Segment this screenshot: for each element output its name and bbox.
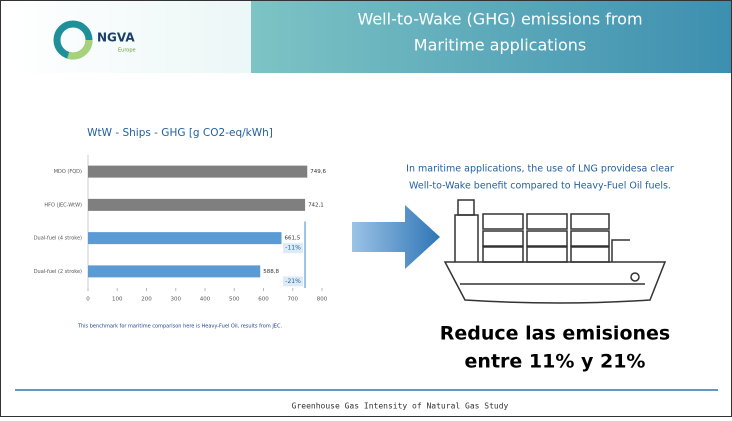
value-label: 661,5 [284,236,300,242]
x-tick-label: 600 [258,297,269,303]
y-tick-label: Dual-fuel (4 stroke) [34,236,82,242]
x-tick-label: 700 [288,297,299,303]
bar [88,232,281,244]
x-tick-label: 100 [112,297,123,303]
value-label: 742,1 [308,202,324,208]
highlight: entre 11% y 21% [465,351,646,373]
y-tick-label: HFO (JEC-WtW) [44,202,82,208]
logo-name: NGVA [97,31,135,45]
annotation: -11% [285,245,301,252]
x-tick-label: 300 [171,297,182,303]
y-tick-label: MDO (FQD) [54,169,82,175]
logo-sub: Europe [118,48,136,54]
y-tick-label: Dual-fuel (2 stroke) [34,269,82,275]
message: Well-to-Wake benefit compared to Heavy-F… [409,181,671,192]
x-tick-label: 0 [86,297,90,303]
slide-canvas: NGVA Europe Well-to-Wake (GHG) emissions… [0,0,732,417]
slide-title: Maritime applications [414,36,586,55]
bar [88,199,305,211]
slide-title: Well-to-Wake (GHG) emissions from [357,10,642,29]
x-tick-label: 200 [141,297,152,303]
value-label: 749,6 [310,169,326,175]
bar [88,265,260,277]
chart-title: WtW - Ships - GHG [g CO2-eq/kWh] [87,127,273,139]
x-tick-label: 800 [317,297,328,303]
bar [88,166,307,178]
footer: Greenhouse Gas Intensity of Natural Gas … [292,402,509,411]
x-tick-label: 500 [229,297,240,303]
slide: NGVA Europe Well-to-Wake (GHG) emissions… [0,0,732,417]
chart-note: This benchmark for maritime comparison h… [77,324,283,330]
annotation: -21% [285,278,301,285]
value-label: 588,8 [263,269,279,275]
highlight: Reduce las emisiones [440,323,670,345]
message: In maritime applications, the use of LNG… [406,164,674,175]
reference-band [304,222,306,289]
x-tick-label: 400 [200,297,211,303]
